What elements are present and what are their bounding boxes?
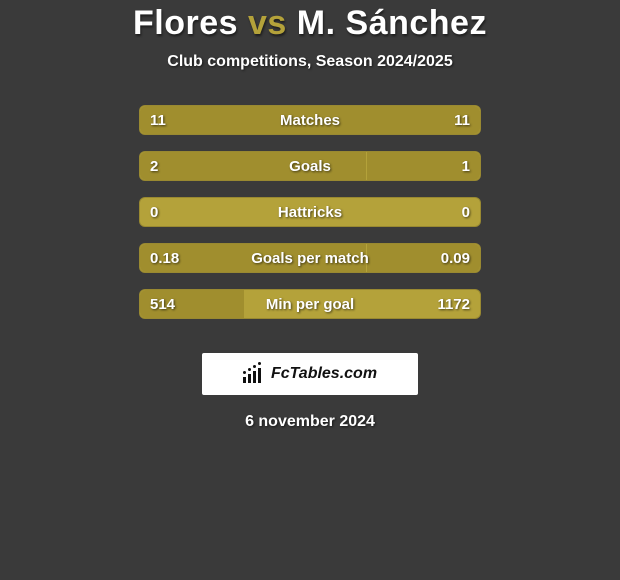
stat-right-value: 0 <box>462 198 470 226</box>
subtitle: Club competitions, Season 2024/2025 <box>167 53 452 71</box>
title: Flores vs M. Sánchez <box>133 4 487 43</box>
stat-right-value: 1 <box>462 152 470 180</box>
stat-right-value: 1172 <box>437 290 470 318</box>
stat-left-value: 0.18 <box>150 244 179 272</box>
stat-row: 5141172Min per goal <box>139 289 481 319</box>
logo-text: FcTables.com <box>271 365 377 383</box>
stat-row: 0.180.09Goals per match <box>139 243 481 273</box>
stat-right-value: 11 <box>454 106 470 134</box>
stat-left-value: 2 <box>150 152 158 180</box>
stat-bar: 21Goals <box>139 151 481 181</box>
stat-left-value: 514 <box>150 290 175 318</box>
stat-right-value: 0.09 <box>441 244 470 272</box>
vs-text: vs <box>248 4 287 42</box>
comparison-rows: 1111Matches21Goals00Hattricks0.180.09Goa… <box>139 105 481 335</box>
date-text: 6 november 2024 <box>245 413 375 431</box>
stat-row: 0 0Hattricks <box>139 197 481 227</box>
logo-box: FcTables.com <box>202 353 418 395</box>
stat-label: Hattricks <box>140 198 480 226</box>
comparison-container: Flores vs M. Sánchez Club competitions, … <box>0 0 620 431</box>
stat-row: 21Goals <box>139 151 481 181</box>
stat-bar: 5141172Min per goal <box>139 289 481 319</box>
stat-bar-left-fill <box>140 152 366 180</box>
player1-name: Flores <box>133 4 238 42</box>
stat-bar: 1111Matches <box>139 105 481 135</box>
logo-chart-icon <box>243 365 265 383</box>
stat-left-value: 11 <box>150 106 166 134</box>
stat-bar: 0.180.09Goals per match <box>139 243 481 273</box>
stat-left-value: 0 <box>150 198 158 226</box>
stat-bar: 0 0Hattricks <box>139 197 481 227</box>
stat-row: 1111Matches <box>139 105 481 135</box>
player2-name: M. Sánchez <box>297 4 487 42</box>
